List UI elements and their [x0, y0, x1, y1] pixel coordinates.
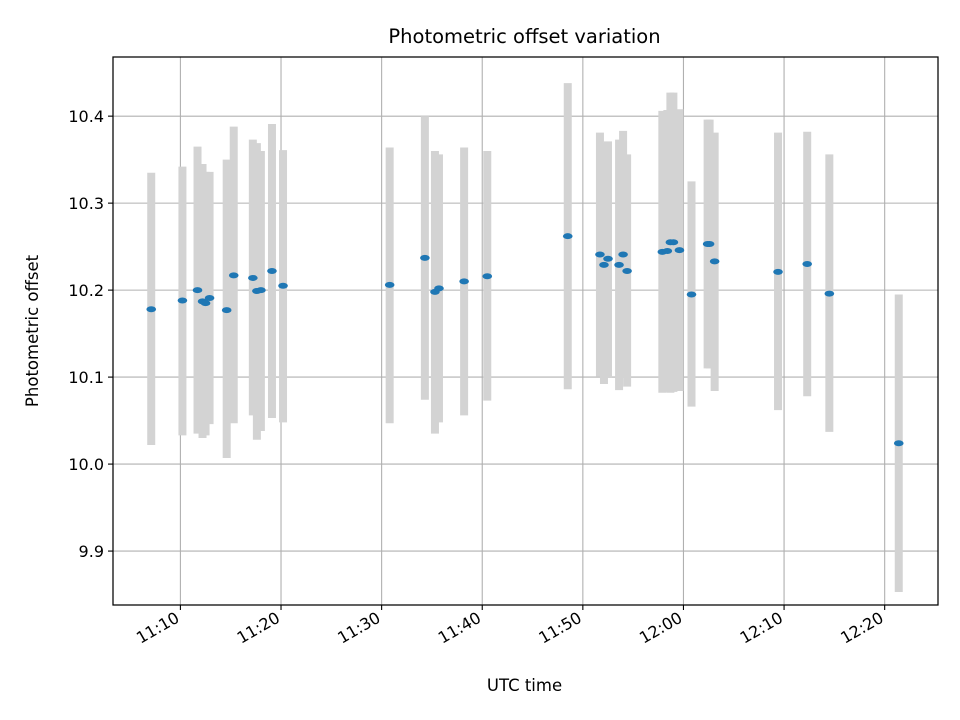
- data-point: [614, 261, 624, 268]
- data-point: [562, 233, 573, 240]
- data-point: [459, 278, 469, 285]
- data-point: [228, 272, 239, 279]
- data-point: [146, 306, 157, 313]
- data-point: [420, 254, 430, 261]
- data-point: [704, 241, 715, 248]
- data-point: [248, 274, 258, 281]
- data-point: [622, 267, 632, 274]
- data-point: [603, 255, 613, 262]
- data-point: [278, 282, 288, 289]
- data-point: [221, 307, 232, 314]
- data-point: [686, 291, 697, 298]
- y-tick-label: 10.3: [68, 194, 104, 213]
- data-point: [192, 287, 203, 294]
- data-point: [204, 294, 215, 301]
- y-tick-label: 9.9: [79, 542, 104, 561]
- data-point: [893, 440, 904, 447]
- y-tick-label: 10.2: [68, 281, 104, 300]
- plot-frame: [112, 56, 939, 606]
- data-point: [267, 267, 277, 274]
- data-point: [595, 251, 605, 258]
- data-point: [482, 273, 493, 280]
- x-axis-label: UTC time: [487, 676, 562, 695]
- data-point: [668, 239, 679, 246]
- y-axis-ticks: 9.9 10.0 10.1 10.2 10.3 10.4: [68, 107, 113, 561]
- data-point: [709, 258, 720, 265]
- data-point: [434, 285, 444, 292]
- data-point: [177, 297, 188, 304]
- data-point: [200, 300, 211, 307]
- y-axis-label: Photometric offset: [23, 254, 42, 407]
- y-tick-label: 10.1: [68, 368, 104, 387]
- data-point: [773, 268, 783, 275]
- data-point: [674, 247, 685, 254]
- data-point: [824, 290, 835, 297]
- data-point: [662, 247, 673, 254]
- point-layer: [146, 233, 904, 447]
- data-point: [599, 261, 609, 268]
- y-tick-label: 10.0: [68, 455, 104, 474]
- data-point: [618, 251, 628, 258]
- data-point: [802, 261, 813, 268]
- y-tick-label: 10.4: [68, 107, 104, 126]
- chart-title: Photometric offset variation: [388, 25, 660, 48]
- data-point: [256, 287, 266, 294]
- data-point: [384, 281, 395, 288]
